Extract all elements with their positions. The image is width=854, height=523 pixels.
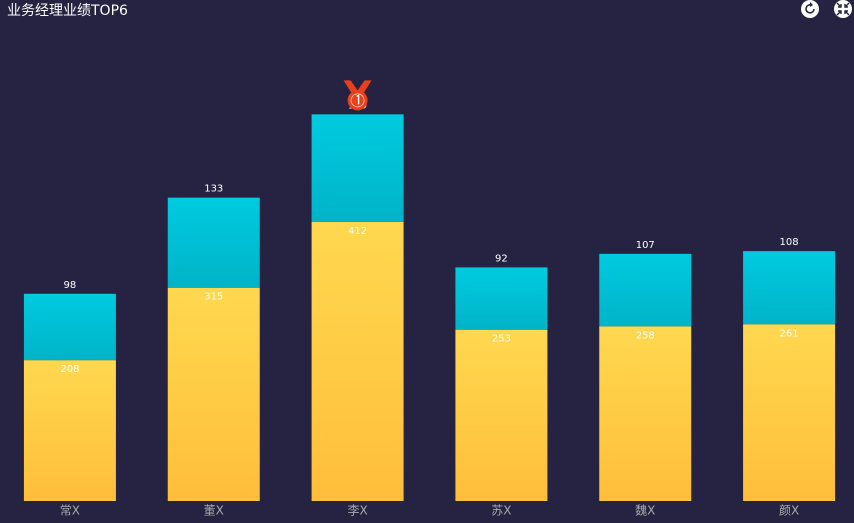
x-tick-label: 颜X — [779, 503, 799, 518]
medal-ribbon — [343, 80, 372, 97]
bar-segment — [167, 197, 260, 288]
bar-segment — [455, 267, 548, 330]
collapse-button[interactable] — [834, 0, 852, 18]
bar-segment — [311, 222, 404, 501]
data-label: 107 — [636, 240, 655, 251]
bar-segment — [743, 251, 836, 325]
data-label: 315 — [204, 292, 223, 303]
bar-segment — [311, 114, 404, 223]
medal-icon — [343, 80, 372, 111]
data-label: 258 — [636, 330, 655, 341]
data-label: 412 — [348, 226, 367, 237]
data-label: 92 — [495, 253, 508, 264]
medal-one — [356, 94, 360, 105]
data-label: 261 — [780, 328, 799, 339]
data-label: 253 — [492, 334, 511, 345]
x-tick-label: 苏X — [491, 504, 511, 518]
data-label: 133 — [204, 184, 223, 195]
data-label: 208 — [60, 364, 79, 375]
medal-ring — [350, 93, 365, 108]
medal-disc — [347, 90, 368, 111]
bar-segment — [23, 360, 116, 501]
bar-segment — [167, 287, 260, 501]
bar-segment — [599, 253, 692, 327]
data-label: 108 — [780, 237, 799, 248]
x-tick-label: 董X — [204, 504, 224, 518]
bar-segment — [23, 293, 116, 361]
x-tick-label: 魏X — [635, 503, 655, 518]
chart-title: 业务经理业绩TOP6 — [7, 3, 128, 19]
x-tick-label: 李X — [347, 503, 367, 518]
data-label: 98 — [64, 280, 77, 291]
refresh-button[interactable] — [801, 0, 819, 18]
bar-segment — [599, 326, 692, 501]
bar-segment — [743, 324, 836, 501]
bar-segment — [455, 329, 548, 501]
x-tick-label: 常X — [60, 504, 80, 518]
